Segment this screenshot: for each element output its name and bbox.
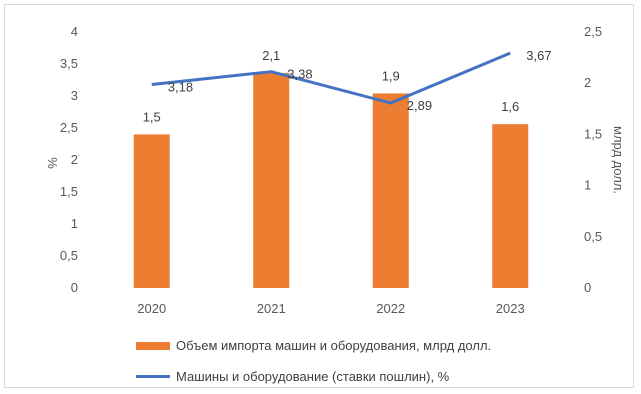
left-tick-label: 2 xyxy=(71,152,78,167)
left-tick-label: 2,5 xyxy=(60,120,78,135)
left-tick-label: 0,5 xyxy=(60,248,78,263)
bar xyxy=(492,124,529,288)
y-axis-left-title: % xyxy=(45,157,60,169)
line-data-label: 3,18 xyxy=(168,79,193,94)
bar xyxy=(253,72,290,289)
line-path xyxy=(151,51,511,105)
bar xyxy=(372,93,409,288)
bar-data-label: 2,1 xyxy=(262,48,280,63)
right-axis-ticks: 0 0,5 1 1,5 2 2,5 xyxy=(584,24,602,295)
x-tick-label: 2022 xyxy=(376,301,405,316)
legend-label-bar: Объем импорта машин и оборудования, млрд… xyxy=(176,338,492,353)
bar-data-label: 1,5 xyxy=(143,109,161,124)
right-tick-label: 0 xyxy=(584,280,591,295)
legend-label-line: Машины и оборудование (ставки пошлин), % xyxy=(176,369,450,384)
left-tick-label: 1,5 xyxy=(60,184,78,199)
left-tick-label: 1 xyxy=(71,216,78,231)
line-data-label: 3,67 xyxy=(526,48,551,63)
left-tick-label: 3,5 xyxy=(60,56,78,71)
bar xyxy=(133,134,170,288)
x-tick-label: 2020 xyxy=(137,301,166,316)
y-axis-right-title: млрд долл. xyxy=(611,126,626,194)
x-axis-ticks: 2020 2021 2022 2023 xyxy=(137,301,524,316)
data-labels: 1,5 2,1 1,9 1,6 3,18 3,38 2,89 3,67 xyxy=(143,48,552,124)
legend-item-bar: Объем импорта машин и оборудования, млрд… xyxy=(136,338,491,353)
chart-area xyxy=(4,4,634,388)
bar-data-label: 1,9 xyxy=(382,68,400,83)
bar-data-label: 1,6 xyxy=(501,99,519,114)
right-tick-label: 0,5 xyxy=(584,229,602,244)
x-tick-label: 2023 xyxy=(496,301,525,316)
line-data-label: 2,89 xyxy=(407,98,432,113)
line-series xyxy=(151,51,511,105)
legend-swatch-bar xyxy=(136,341,170,350)
legend-item-line: Машины и оборудование (ставки пошлин), % xyxy=(136,369,449,384)
left-tick-label: 4 xyxy=(71,24,78,39)
x-tick-label: 2021 xyxy=(257,301,286,316)
left-tick-label: 0 xyxy=(71,280,78,295)
left-axis-ticks: 0 0,5 1 1,5 2 2,5 3 3,5 4 xyxy=(60,24,78,295)
left-tick-label: 3 xyxy=(71,88,78,103)
line-data-label: 3,38 xyxy=(287,67,312,82)
right-tick-label: 2 xyxy=(584,75,591,90)
right-tick-label: 2,5 xyxy=(584,24,602,39)
right-tick-label: 1,5 xyxy=(584,126,602,141)
bar-series xyxy=(133,72,529,289)
legend-swatch-line xyxy=(136,375,170,378)
right-tick-label: 1 xyxy=(584,178,591,193)
